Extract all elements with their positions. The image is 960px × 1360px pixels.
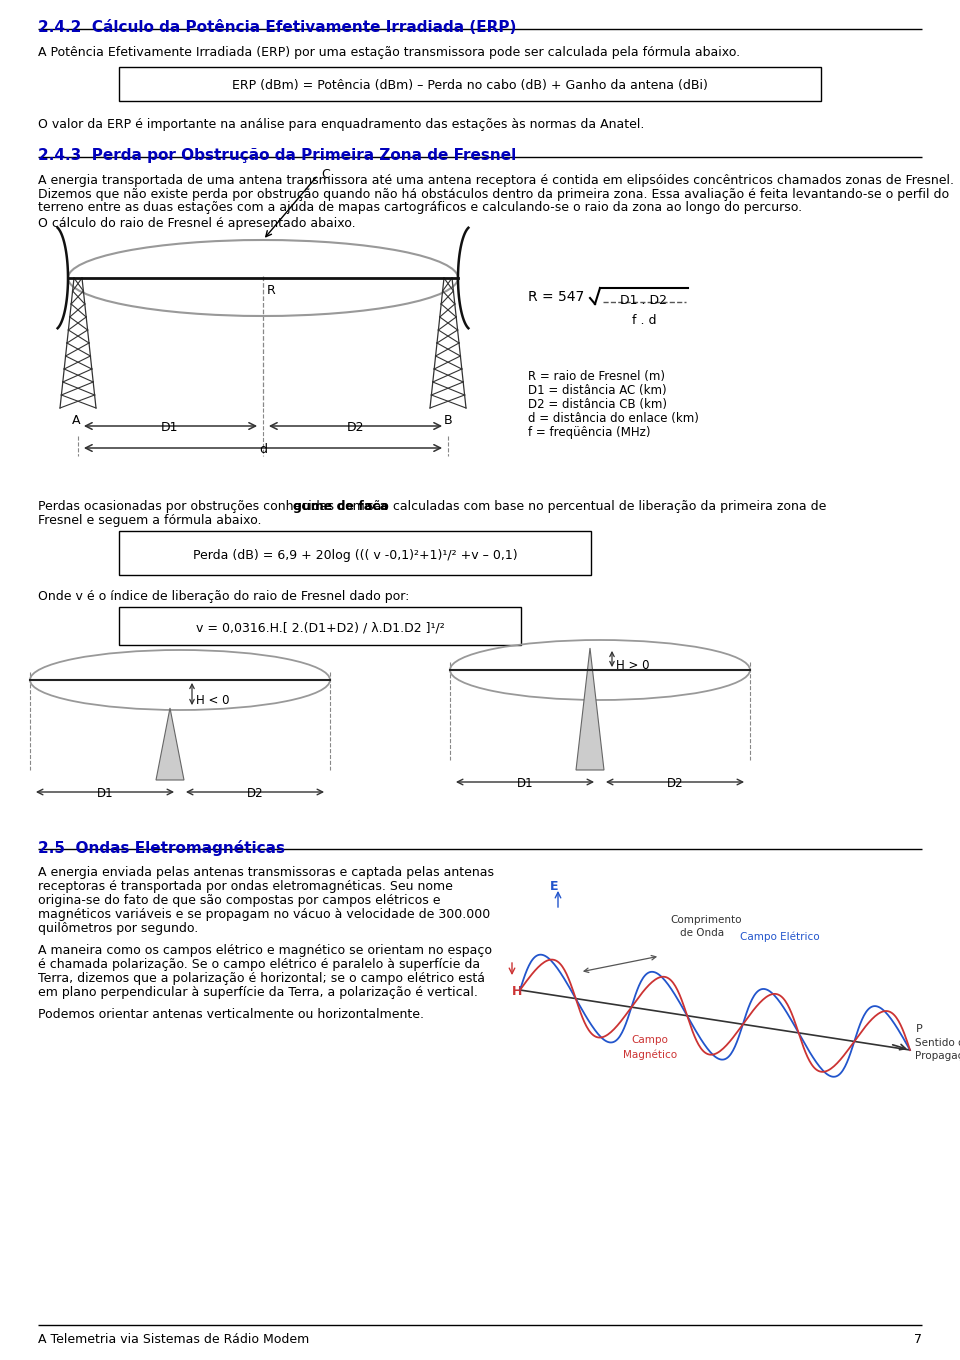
Text: 2.5  Ondas Eletromagnéticas: 2.5 Ondas Eletromagnéticas [38,840,285,855]
Text: Perdas ocasionadas por obstruções conhecidas como: Perdas ocasionadas por obstruções conhec… [38,500,376,513]
Text: A: A [72,413,81,427]
Polygon shape [156,709,184,781]
Text: Magnético: Magnético [623,1049,677,1059]
FancyBboxPatch shape [119,67,821,101]
Text: D1 = distância AC (km): D1 = distância AC (km) [528,384,666,397]
Text: 2.4.3  Perda por Obstrução da Primeira Zona de Fresnel: 2.4.3 Perda por Obstrução da Primeira Zo… [38,148,516,163]
Text: são calculadas com base no percentual de liberação da primeira zona de: são calculadas com base no percentual de… [363,500,826,513]
FancyBboxPatch shape [119,607,521,645]
Text: Propagação: Propagação [915,1051,960,1061]
Text: C: C [321,169,329,181]
Text: ERP (dBm) = Potência (dBm) – Perda no cabo (dB) + Ganho da antena (dBi): ERP (dBm) = Potência (dBm) – Perda no ca… [232,79,708,92]
Text: d: d [259,443,267,456]
Text: B: B [444,413,452,427]
Text: A energia transportada de uma antena transmissora até uma antena receptora é con: A energia transportada de uma antena tra… [38,174,954,188]
Text: Campo Elétrico: Campo Elétrico [740,932,820,942]
Text: Sentido de: Sentido de [915,1038,960,1049]
Text: Perda (dB) = 6,9 + 20log ((( v -0,1)²+1)¹/² +v – 0,1): Perda (dB) = 6,9 + 20log ((( v -0,1)²+1)… [193,548,517,562]
Text: D1: D1 [161,422,179,434]
Text: f . d: f . d [632,314,657,326]
Text: A maneira como os campos elétrico e magnético se orientam no espaço: A maneira como os campos elétrico e magn… [38,944,492,957]
Polygon shape [576,647,604,770]
Text: magnéticos variáveis e se propagam no vácuo à velocidade de 300.000: magnéticos variáveis e se propagam no vá… [38,908,491,921]
Text: H: H [512,985,522,998]
Text: R = 547: R = 547 [528,290,585,305]
Text: Fresnel e seguem a fórmula abaixo.: Fresnel e seguem a fórmula abaixo. [38,514,261,526]
Text: em plano perpendicular à superfície da Terra, a polarização é vertical.: em plano perpendicular à superfície da T… [38,986,478,1000]
Text: R = raio de Fresnel (m): R = raio de Fresnel (m) [528,370,665,384]
Text: terreno entre as duas estações com a ajuda de mapas cartográficos e calculando-s: terreno entre as duas estações com a aju… [38,201,803,214]
Text: v = 0,0316.H.[ 2.(D1+D2) / λ.D1.D2 ]¹/²: v = 0,0316.H.[ 2.(D1+D2) / λ.D1.D2 ]¹/² [196,622,444,635]
Text: 7: 7 [914,1333,922,1346]
Text: E: E [550,880,559,894]
Text: 2.4.2  Cálculo da Potência Efetivamente Irradiada (ERP): 2.4.2 Cálculo da Potência Efetivamente I… [38,20,516,35]
Text: O cálculo do raio de Fresnel é apresentado abaixo.: O cálculo do raio de Fresnel é apresenta… [38,218,355,230]
Text: D2 = distância CB (km): D2 = distância CB (km) [528,398,667,411]
Text: A Telemetria via Sistemas de Rádio Modem: A Telemetria via Sistemas de Rádio Modem [38,1333,309,1346]
Text: Comprimento: Comprimento [670,915,741,925]
Text: D2: D2 [666,777,684,790]
Text: D2: D2 [247,787,263,800]
Text: D1: D1 [516,777,534,790]
Text: D1: D1 [97,787,113,800]
Text: A Potência Efetivamente Irradiada (ERP) por uma estação transmissora pode ser ca: A Potência Efetivamente Irradiada (ERP) … [38,46,740,58]
Text: gume de faca: gume de faca [293,500,388,513]
Text: H < 0: H < 0 [196,694,229,707]
Text: P: P [916,1024,923,1034]
Text: D1 . D2: D1 . D2 [620,294,667,307]
Text: quilômetros por segundo.: quilômetros por segundo. [38,922,199,936]
Text: Podemos orientar antenas verticalmente ou horizontalmente.: Podemos orientar antenas verticalmente o… [38,1008,424,1021]
Text: f = freqüência (MHz): f = freqüência (MHz) [528,426,651,439]
Text: origina-se do fato de que são compostas por campos elétricos e: origina-se do fato de que são compostas … [38,894,441,907]
FancyBboxPatch shape [119,530,591,575]
Text: A energia enviada pelas antenas transmissoras e captada pelas antenas: A energia enviada pelas antenas transmis… [38,866,494,879]
Text: receptoras é transportada por ondas eletromagnéticas. Seu nome: receptoras é transportada por ondas elet… [38,880,453,894]
Text: Campo: Campo [632,1035,668,1044]
Text: é chamada polarização. Se o campo elétrico é paralelo à superfície da: é chamada polarização. Se o campo elétri… [38,957,480,971]
Text: Terra, dizemos que a polarização é horizontal; se o campo elétrico está: Terra, dizemos que a polarização é horiz… [38,972,485,985]
Text: R: R [267,284,276,296]
Text: Dizemos que não existe perda por obstrução quando não há obstáculos dentro da pr: Dizemos que não existe perda por obstruç… [38,188,949,201]
Text: de Onda: de Onda [680,928,724,938]
Text: Onde v é o índice de liberação do raio de Fresnel dado por:: Onde v é o índice de liberação do raio d… [38,590,409,602]
Text: O valor da ERP é importante na análise para enquadramento das estações às normas: O valor da ERP é importante na análise p… [38,118,644,131]
Text: H > 0: H > 0 [616,660,650,672]
Text: d = distância do enlace (km): d = distância do enlace (km) [528,412,699,424]
Text: D2: D2 [347,422,364,434]
